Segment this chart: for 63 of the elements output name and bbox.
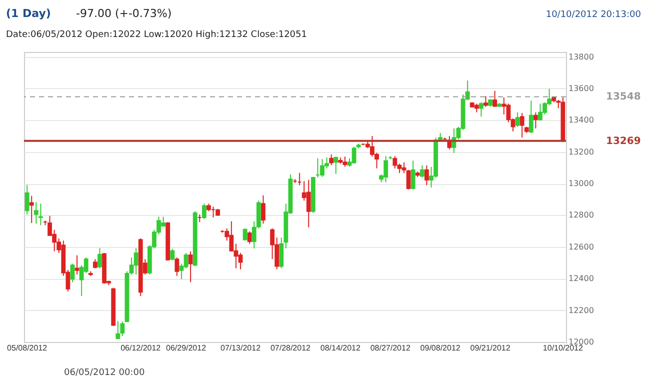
x-tick-label: 08/27/2012 <box>370 344 411 352</box>
candlestick <box>24 184 30 215</box>
y-tick-label: 12200 <box>568 306 594 315</box>
candlestick <box>533 112 538 129</box>
y-tick-label: 13400 <box>568 116 594 125</box>
candlestick <box>242 228 248 242</box>
candlestick <box>238 252 243 270</box>
x-tick-label: 06/29/2012 <box>166 344 207 352</box>
y-tick-label: 12000 <box>568 338 594 346</box>
chart-title: (1 Day) <box>6 7 51 20</box>
x-tick-label: 08/14/2012 <box>320 344 361 352</box>
candlestick <box>98 248 102 269</box>
candlestick <box>116 320 120 340</box>
x-tick-label: 09/21/2012 <box>470 344 511 352</box>
candlestick <box>484 96 488 108</box>
candlestick <box>261 194 266 224</box>
candlestick <box>334 156 338 174</box>
ref-line-label: 13548 <box>606 92 641 103</box>
candlestick <box>70 263 75 283</box>
candlestick <box>424 164 429 186</box>
candlestick <box>38 203 43 226</box>
candlestick <box>410 160 416 190</box>
candlestick <box>34 202 38 224</box>
x-tick-label: 07/13/2012 <box>220 344 262 352</box>
y-tick-label: 13200 <box>568 147 594 156</box>
candlestick <box>528 100 534 134</box>
y-tick-label: 13800 <box>568 52 594 62</box>
ref-line-label: 13269 <box>606 136 641 147</box>
candlestick <box>188 250 193 283</box>
candlestick <box>74 254 80 275</box>
y-tick-label: 12600 <box>568 242 594 252</box>
candlestick <box>306 179 311 228</box>
chart-subtitle: -97.00 (+-0.73%) <box>76 7 172 20</box>
text: Date:06/05/2012 Open:12022 Low:12020 High:12132 Close:12051 <box>6 30 307 40</box>
candlestick <box>420 164 424 178</box>
candlestick <box>174 257 180 276</box>
candlestick <box>202 203 206 220</box>
x-tick-label: 07/28/2012 <box>270 344 312 352</box>
candlestick <box>329 154 334 166</box>
candlestick <box>170 248 175 262</box>
x-tick-label: 10/10/2012 <box>542 344 584 352</box>
text: 06/05/2012 00:00 <box>64 368 145 378</box>
candlestick <box>406 169 411 190</box>
candlestick <box>134 248 138 275</box>
candlestick <box>392 156 398 169</box>
y-tick-label: 13000 <box>568 179 594 188</box>
x-tick-label: 06/12/2012 <box>120 344 162 352</box>
x-tick-label: 05/08/2012 <box>7 344 48 352</box>
candlestick <box>92 258 98 269</box>
y-tick-label: 13600 <box>568 84 594 93</box>
candlestick <box>515 112 520 128</box>
text: 10/10/2012 20:13:00 <box>546 10 642 20</box>
candlestick <box>184 252 188 269</box>
candlestick <box>520 112 524 138</box>
candlestick <box>478 102 484 118</box>
candlestick <box>247 230 252 244</box>
x-tick-label: 09/08/2012 <box>420 344 461 352</box>
candlestick <box>29 195 34 224</box>
candlestick <box>492 90 498 108</box>
candlestick <box>120 321 125 336</box>
candlestick <box>352 146 356 164</box>
y-tick-label: 12400 <box>568 274 594 284</box>
y-tick-label: 12800 <box>568 210 594 220</box>
